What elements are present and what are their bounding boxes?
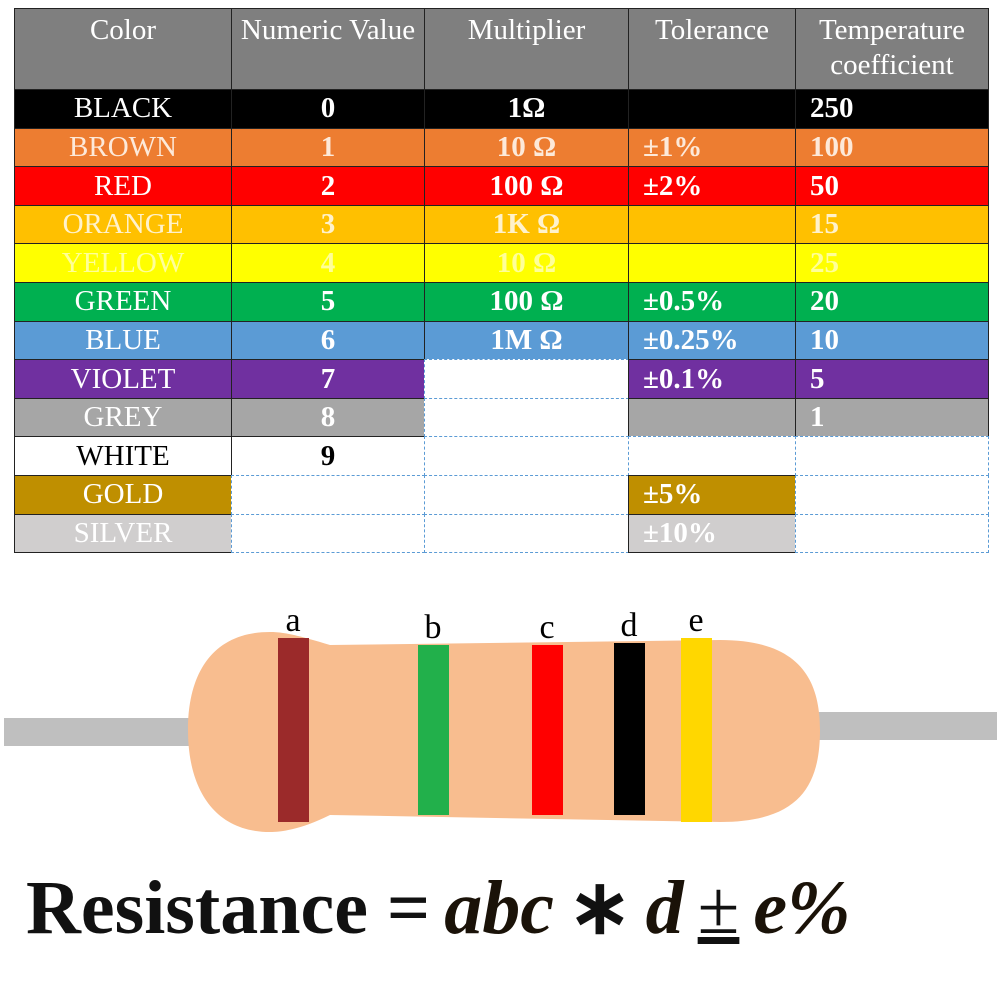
band-label: a	[285, 602, 301, 639]
color-name-cell: GREEN	[14, 282, 232, 322]
table-cell: 50	[795, 166, 989, 206]
color-name-cell: BLUE	[14, 320, 232, 361]
band-label: b	[424, 609, 442, 646]
band-label: c	[539, 609, 555, 646]
table-cell: 1	[231, 127, 425, 168]
table-cell: 9	[231, 436, 425, 476]
table-cell	[231, 513, 425, 554]
color-band	[418, 645, 449, 815]
color-name-cell: YELLOW	[14, 243, 232, 283]
resistor-diagram	[4, 632, 997, 832]
table-cell: 10 Ω	[424, 243, 629, 283]
header-cell: Tolerance	[628, 8, 796, 90]
table-cell	[424, 359, 629, 399]
color-name-cell: BROWN	[14, 127, 232, 168]
table-cell: ±10%	[628, 513, 796, 554]
formula-part: d	[645, 866, 684, 950]
table-cell: ±0.5%	[628, 282, 796, 322]
color-name-cell: VIOLET	[14, 359, 232, 399]
table-cell: 25	[795, 243, 989, 283]
table-cell: ±1%	[628, 127, 796, 168]
color-name-cell: BLACK	[14, 89, 232, 129]
band-label: d	[620, 607, 638, 644]
lead-right	[800, 712, 997, 740]
color-band	[532, 645, 563, 815]
formula-part: abc	[444, 866, 554, 950]
header-cell: Multiplier	[424, 8, 629, 90]
formula-part: Resistance =	[26, 866, 431, 950]
table-cell	[795, 475, 989, 515]
color-band	[614, 643, 645, 815]
table-cell: 15	[795, 204, 989, 245]
lead-left	[4, 718, 204, 746]
resistor-body	[188, 632, 820, 832]
table-cell: 3	[231, 204, 425, 245]
table-cell	[424, 397, 629, 438]
table-cell: 1Ω	[424, 89, 629, 129]
table-cell: 1	[795, 397, 989, 438]
table-cell: ±2%	[628, 166, 796, 206]
table-cell: 250	[795, 89, 989, 129]
color-name-cell: GOLD	[14, 475, 232, 515]
table-cell: 100	[795, 127, 989, 168]
table-cell	[795, 513, 989, 554]
formula-part: e%	[753, 866, 851, 950]
color-band	[278, 638, 309, 822]
table-cell: ±5%	[628, 475, 796, 515]
table-cell: 8	[231, 397, 425, 438]
color-name-cell: RED	[14, 166, 232, 206]
formula: Resistance = abc ∗ d ± e%	[26, 862, 864, 952]
color-name-cell: SILVER	[14, 513, 232, 554]
color-band	[681, 638, 712, 822]
table-cell: 10 Ω	[424, 127, 629, 168]
formula-part: ±	[697, 866, 740, 950]
color-name-cell: WHITE	[14, 436, 232, 476]
table-cell: 5	[231, 282, 425, 322]
header-cell: Color	[14, 8, 232, 90]
table-cell: 2	[231, 166, 425, 206]
table-cell: 20	[795, 282, 989, 322]
formula-part: ∗	[567, 866, 632, 950]
band-label: e	[688, 602, 704, 639]
table-cell: 10	[795, 320, 989, 361]
header-cell: Temperature coefficient	[795, 8, 989, 90]
table-cell: 100 Ω	[424, 166, 629, 206]
table-cell	[424, 513, 629, 554]
color-name-cell: ORANGE	[14, 204, 232, 245]
